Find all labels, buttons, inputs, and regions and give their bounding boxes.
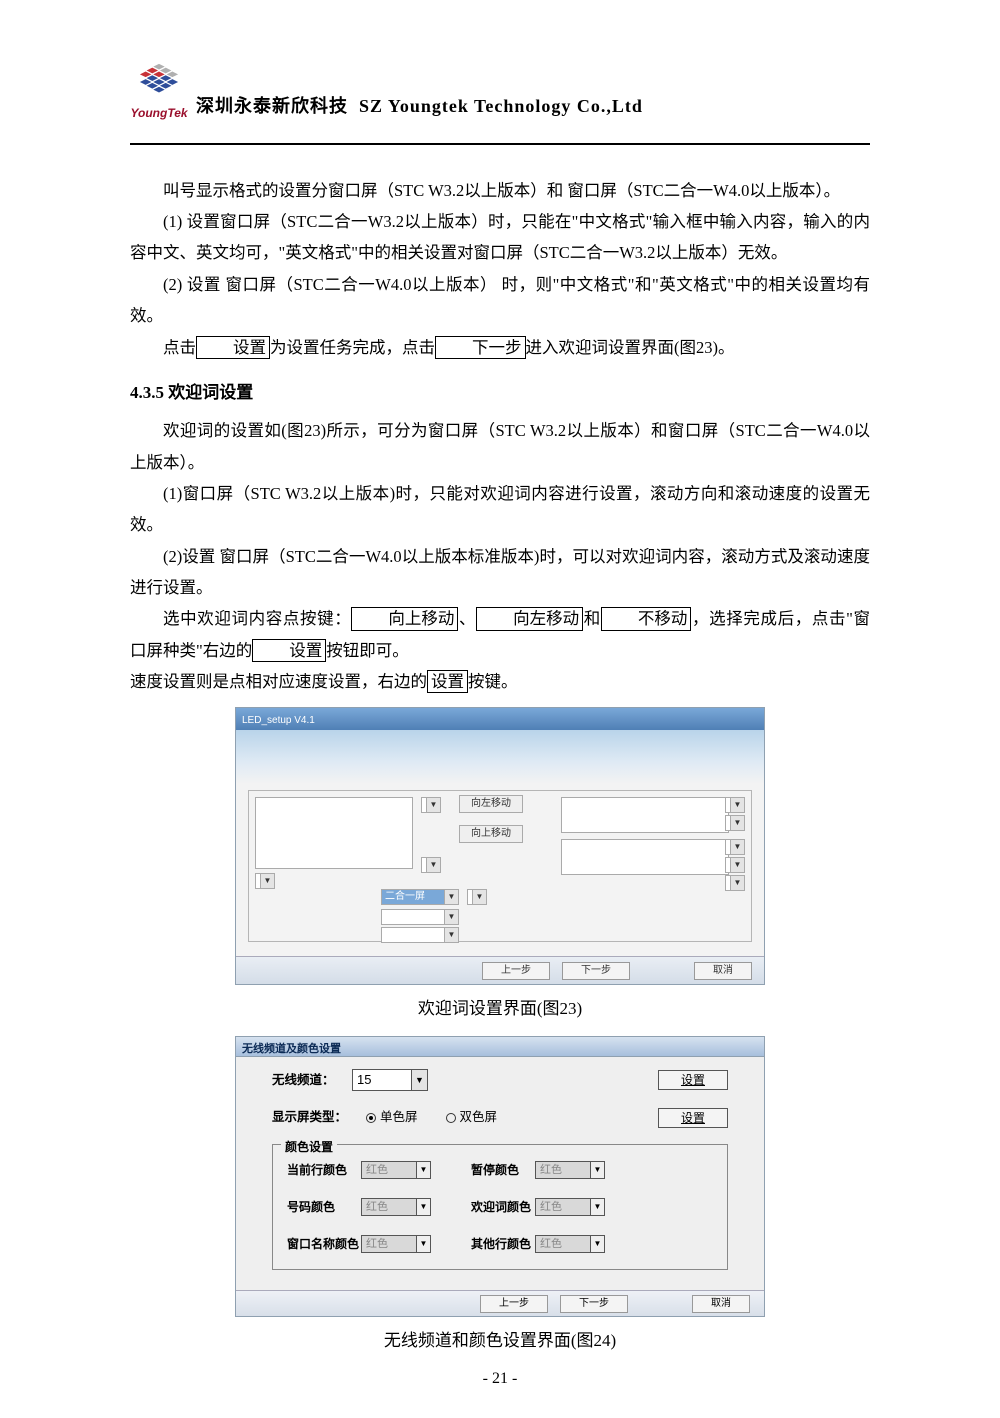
btn-text-box: 向上移动 [351,607,458,630]
color-label: 当前行颜色 [287,1159,361,1182]
color-combo[interactable]: 红色▼ [535,1235,605,1253]
figure-24-caption: 无线频道和颜色设置界面(图24) [130,1325,870,1357]
channel-input[interactable]: 15 ▼ [352,1069,428,1091]
app-window-channel-color: 无线频道及颜色设置 无线频道： 15 ▼ 设置 显示屏类型： 单色屏 双色屏 设… [235,1036,765,1318]
cancel-button[interactable]: 取消 [694,962,752,980]
move-left-button[interactable]: 向左移动 [459,795,523,813]
radio-icon [366,1113,376,1123]
prev-button[interactable]: 上一步 [482,962,550,980]
paragraph: (1) 设置窗口屏（STC二合一W3.2以上版本）时，只能在"中文格式"输入框中… [130,206,870,269]
screen-type-label: 显示屏类型： [272,1106,356,1130]
window-body: 无线频道： 15 ▼ 设置 显示屏类型： 单色屏 双色屏 设置 颜色设置 当前行… [236,1057,764,1277]
small-dropdown[interactable]: ▼ [421,857,441,873]
next-button[interactable]: 下一步 [562,962,630,980]
paragraph: 选中欢迎词内容点按键：向上移动、向左移动和不移动，选择完成后，点击"窗口屏种类"… [130,603,870,666]
section-heading-4-3-5: 4.3.5 欢迎词设置 [130,377,870,409]
btn-text-box: 下一步 [435,336,526,359]
small-dropdown[interactable]: ▼ [725,839,745,855]
screen-type-combo[interactable]: 二合一屏▼ [381,889,459,905]
app-window-welcome: LED_setup V4.1 ▼ ▼ ▼ 向左移动 向上移动 ▼ ▼ ▼ ▼ ▼ [235,707,765,985]
company-name: 深圳永泰新欣科技 SZ Youngtek Technology Co.,Ltd [196,89,643,125]
wizard-footer: 上一步 下一步 取消 [236,956,764,984]
paragraph: 叫号显示格式的设置分窗口屏（STC W3.2以上版本）和 窗口屏（STC二合一W… [130,175,870,206]
color-label: 号码颜色 [287,1196,361,1219]
small-dropdown[interactable]: ▼ [725,875,745,891]
color-combo[interactable]: 红色▼ [361,1161,431,1179]
small-dropdown[interactable]: ▼ [725,857,745,873]
paragraph: (2) 设置 窗口屏（STC二合一W4.0以上版本） 时，则"中文格式"和"英文… [130,269,870,332]
small-dropdown[interactable]: ▼ [255,873,275,889]
header-rule [130,143,870,145]
window-titlebar: LED_setup V4.1 [236,708,764,730]
btn-text-box: 设置 [427,670,468,693]
color-label: 其他行颜色 [471,1233,535,1256]
page-number: - 21 - [0,1364,1000,1394]
dropdown-icon: ▼ [411,1070,427,1090]
figure-23-caption: 欢迎词设置界面(图23) [130,993,870,1025]
welcome-text-input-right2[interactable] [561,839,729,875]
fieldset-legend: 颜色设置 [281,1136,337,1159]
channel-label: 无线频道： [272,1069,342,1093]
prev-button[interactable]: 上一步 [480,1295,548,1313]
screen-type-row: 显示屏类型： 单色屏 双色屏 设置 [272,1106,728,1130]
page-header: YoungTek 深圳永泰新欣科技 SZ Youngtek Technology… [130,60,870,125]
small-dropdown[interactable]: ▼ [421,797,441,813]
set-button[interactable]: 设置 [658,1108,728,1128]
small-dropdown[interactable]: ▼ [725,797,745,813]
paragraph: 速度设置则是点相对应速度设置，右边的设置按键。 [130,666,870,697]
config-panel: ▼ ▼ ▼ 向左移动 向上移动 ▼ ▼ ▼ ▼ ▼ 二合一屏▼ ▼ ▼ ▼ [248,790,752,942]
welcome-text-input-right1[interactable] [561,797,729,833]
figure-23: LED_setup V4.1 ▼ ▼ ▼ 向左移动 向上移动 ▼ ▼ ▼ ▼ ▼ [130,707,870,1025]
company-logo: YoungTek [130,60,188,125]
welcome-text-input-left[interactable] [255,797,413,869]
color-settings-fieldset: 颜色设置 当前行颜色 红色▼ 暂停颜色 红色▼ 号码颜色 红色▼ 欢迎词颜色 红… [272,1144,728,1270]
btn-text-box: 设置 [196,336,270,359]
logo-icon [130,60,188,102]
combo-empty[interactable]: ▼ [381,909,459,925]
color-combo[interactable]: 红色▼ [535,1198,605,1216]
window-titlebar: 无线频道及颜色设置 [236,1037,764,1057]
small-dropdown[interactable]: ▼ [467,889,487,905]
radio-single-color[interactable]: 单色屏 [366,1106,418,1130]
color-combo[interactable]: 红色▼ [535,1161,605,1179]
radio-icon [446,1113,456,1123]
move-up-button[interactable]: 向上移动 [459,825,523,843]
paragraph: (2)设置 窗口屏（STC二合一W4.0以上版本标准版本)时，可以对欢迎词内容，… [130,541,870,604]
btn-text-box: 不移动 [601,607,692,630]
paragraph: (1)窗口屏（STC W3.2以上版本)时，只能对欢迎词内容进行设置，滚动方向和… [130,478,870,541]
next-button[interactable]: 下一步 [560,1295,628,1313]
set-button[interactable]: 设置 [658,1070,728,1090]
paragraph: 欢迎词的设置如(图23)所示，可分为窗口屏（STC W3.2以上版本）和窗口屏（… [130,415,870,478]
paragraph: 点击设置为设置任务完成，点击下一步进入欢迎词设置界面(图23)。 [130,332,870,363]
combo-empty[interactable]: ▼ [381,927,459,943]
window-body: ▼ ▼ ▼ 向左移动 向上移动 ▼ ▼ ▼ ▼ ▼ 二合一屏▼ ▼ ▼ ▼ [236,784,764,956]
color-combo[interactable]: 红色▼ [361,1235,431,1253]
color-combo[interactable]: 红色▼ [361,1198,431,1216]
color-label: 暂停颜色 [471,1159,535,1182]
cancel-button[interactable]: 取消 [692,1295,750,1313]
figure-24: 无线频道及颜色设置 无线频道： 15 ▼ 设置 显示屏类型： 单色屏 双色屏 设… [130,1036,870,1358]
btn-text-box: 设置 [252,639,326,662]
logo-brand-text: YoungTek [130,102,187,125]
btn-text-box: 向左移动 [476,607,583,630]
channel-row: 无线频道： 15 ▼ 设置 [272,1069,728,1093]
wizard-footer: 上一步 下一步 取消 [236,1290,764,1316]
radio-dual-color[interactable]: 双色屏 [446,1106,498,1130]
small-dropdown[interactable]: ▼ [725,815,745,831]
color-label: 欢迎词颜色 [471,1196,535,1219]
window-banner [236,730,764,784]
color-label: 窗口名称颜色 [287,1233,361,1256]
